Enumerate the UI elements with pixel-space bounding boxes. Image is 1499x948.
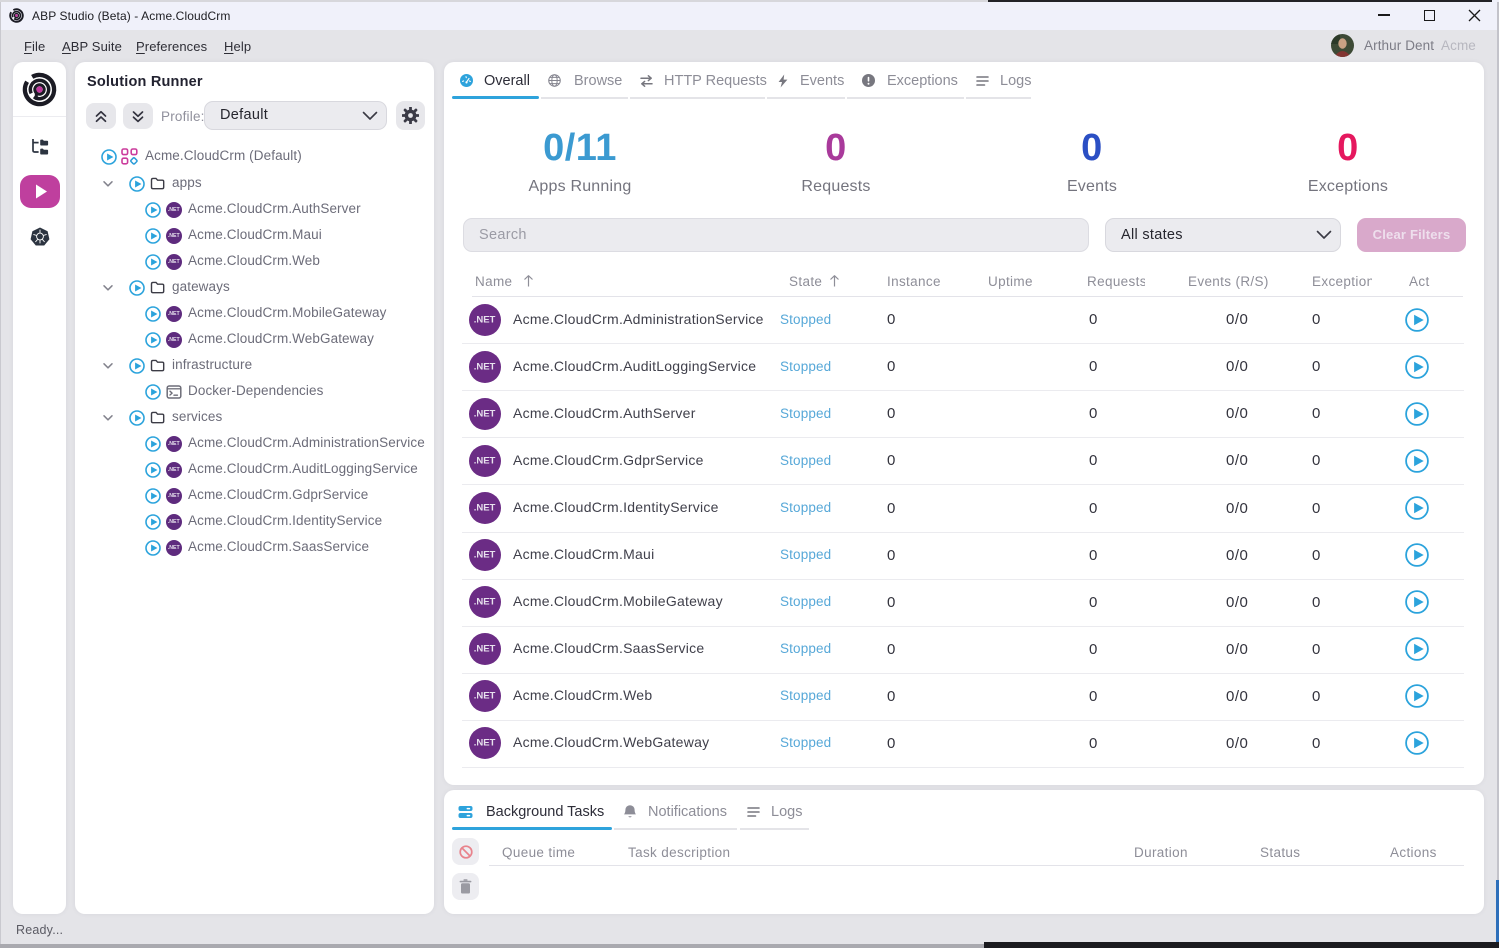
svg-text:.NET: .NET (168, 441, 181, 447)
svg-text:.NET: .NET (168, 519, 181, 525)
svg-text:.NET: .NET (168, 311, 181, 317)
svg-text:.NET: .NET (474, 597, 496, 608)
svg-text:.NET: .NET (474, 408, 496, 419)
svg-text:.NET: .NET (474, 361, 496, 372)
svg-text:.NET: .NET (168, 467, 181, 473)
svg-text:.NET: .NET (168, 259, 181, 265)
svg-text:.NET: .NET (474, 550, 496, 561)
svg-text:.NET: .NET (168, 493, 181, 499)
svg-text:.NET: .NET (168, 545, 181, 551)
svg-text:.NET: .NET (474, 738, 496, 749)
svg-text:.NET: .NET (474, 644, 496, 655)
svg-text:.NET: .NET (168, 207, 181, 213)
svg-text:.NET: .NET (474, 314, 496, 325)
svg-text:.NET: .NET (474, 503, 496, 514)
svg-text:.NET: .NET (168, 233, 181, 239)
svg-text:.NET: .NET (474, 691, 496, 702)
svg-text:.NET: .NET (474, 455, 496, 466)
svg-text:.NET: .NET (168, 337, 181, 343)
